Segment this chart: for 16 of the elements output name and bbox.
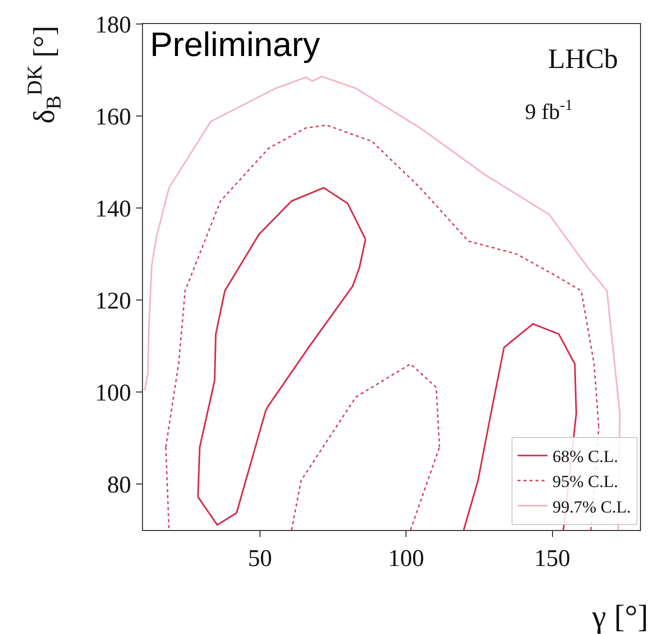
annotation: LHCb xyxy=(548,44,618,75)
annotation: 9 fb$^{-1}$ xyxy=(525,97,573,124)
y-tick-label: 180 xyxy=(95,12,132,38)
x-axis-title: γ [°] xyxy=(591,598,648,634)
y-tick-label: 100 xyxy=(95,380,132,406)
legend-label: 99.7% C.L. xyxy=(552,497,631,516)
y-tick-label: 80 xyxy=(107,472,132,498)
x-tick-label: 50 xyxy=(248,546,272,572)
annotation: Preliminary xyxy=(150,26,320,64)
legend-label: 95% C.L. xyxy=(552,472,618,492)
legend-label: 68% C.L. xyxy=(552,447,618,466)
x-tick-label: 150 xyxy=(534,546,570,572)
x-tick-label: 100 xyxy=(388,546,424,572)
y-tick-label: 140 xyxy=(95,196,132,222)
y-tick-label: 160 xyxy=(95,104,132,130)
y-tick-label: 120 xyxy=(95,288,132,314)
